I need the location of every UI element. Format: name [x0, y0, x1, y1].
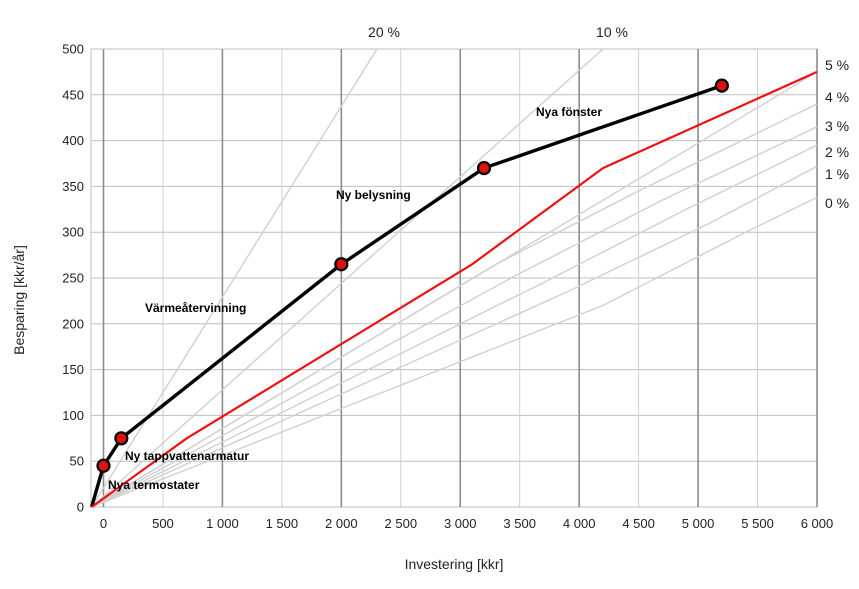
- data-markers: [96, 78, 729, 473]
- reference-line-label: 2 %: [825, 144, 849, 160]
- measure-point: [114, 431, 129, 446]
- reference-line: [91, 48, 604, 508]
- measure-label: Ny belysning: [336, 188, 411, 202]
- x-tick-label: 4 000: [563, 516, 596, 531]
- reference-line: [91, 126, 818, 508]
- measure-label: Ny tappvattenarmatur: [125, 449, 249, 463]
- measure-label: Värmeåtervinning: [145, 301, 246, 315]
- reference-line: [91, 165, 818, 508]
- x-tick-label: 3 500: [503, 516, 536, 531]
- series-lines: [89, 70, 818, 508]
- reference-line-label: 20 %: [368, 24, 400, 40]
- x-tick-labels: 0 500 1 000 1 500 2 000 2 500 3 000 3 500 4 000 4…: [100, 516, 833, 531]
- y-tick-label: 350: [62, 179, 84, 194]
- x-tick-label: 2 500: [385, 516, 418, 531]
- reference-line: [91, 103, 818, 508]
- reference-line: [91, 144, 818, 508]
- reference-line-label: 1 %: [825, 166, 849, 182]
- x-tick-label: 2 000: [325, 516, 358, 531]
- y-tick-label: 300: [62, 225, 84, 240]
- reference-line: [91, 48, 378, 508]
- y-axis-title: Besparing [kkr/år]: [11, 245, 27, 355]
- reference-line-label: 4 %: [825, 89, 849, 105]
- x-tick-label: 5 000: [682, 516, 715, 531]
- x-tick-label: 6 000: [801, 516, 834, 531]
- measure-point: [476, 160, 492, 176]
- y-tick-label: 150: [62, 362, 84, 377]
- measure-point: [334, 257, 349, 272]
- y-tick-label: 250: [62, 271, 84, 286]
- reference-lines: [91, 48, 818, 508]
- reference-line-label: 3 %: [825, 118, 849, 134]
- measure-point: [96, 458, 111, 473]
- measures-line: [89, 84, 723, 508]
- y-tick-label: 50: [70, 454, 84, 469]
- measure-labels: Nya termostater Ny tappvattenarmatur Värme…: [108, 105, 602, 492]
- x-tick-label: 3 000: [444, 516, 477, 531]
- reference-line-label: 10 %: [596, 24, 628, 40]
- x-tick-label: 500: [152, 516, 174, 531]
- x-tick-label: 4 500: [622, 516, 655, 531]
- x-tick-label: 0: [100, 516, 107, 531]
- x-tick-label: 5 500: [741, 516, 774, 531]
- y-tick-label: 500: [62, 42, 84, 57]
- measure-label: Nya termostater: [108, 478, 200, 492]
- reference-line: [91, 196, 818, 508]
- x-axis-title: Investering [kkr]: [405, 556, 504, 572]
- limit-line: [90, 70, 818, 508]
- x-tick-label: 1 500: [266, 516, 299, 531]
- y-tick-labels: 0 50 100 150 200 250 300 350 400 450 500: [62, 42, 84, 515]
- y-tick-label: 100: [62, 408, 84, 423]
- y-tick-label: 0: [77, 500, 84, 515]
- grid-lines: [90, 48, 818, 508]
- y-tick-label: 200: [62, 316, 84, 331]
- x-tick-label: 1 000: [206, 516, 239, 531]
- reference-line-label: 0 %: [825, 195, 849, 211]
- y-tick-label: 450: [62, 87, 84, 102]
- measure-label: Nya fönster: [536, 105, 602, 119]
- measure-point: [714, 78, 729, 93]
- reference-line-labels: 20 % 10 % 5 % 4 % 3 % 2 % 1 % 0 %: [368, 24, 849, 211]
- reference-line-label: 5 %: [825, 57, 849, 73]
- y-tick-label: 400: [62, 133, 84, 148]
